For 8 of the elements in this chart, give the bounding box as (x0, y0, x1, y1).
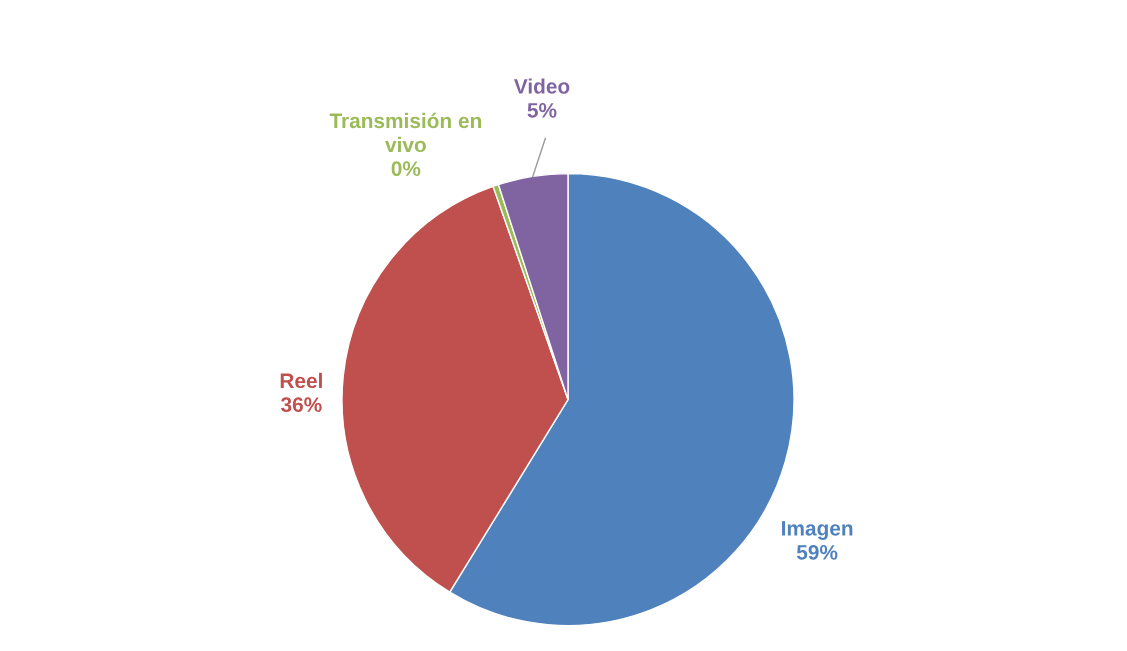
data-label: 59% (796, 544, 838, 560)
slice-label: Video (513, 78, 570, 94)
slice-label: Imagen (782, 521, 853, 540)
slice-label: Transmisión en vivo (329, 112, 481, 153)
slice-label: Reel (280, 372, 322, 389)
data-label: 36% (281, 397, 322, 413)
data-label: 0% (391, 161, 421, 177)
data-label: 5% (527, 103, 557, 118)
